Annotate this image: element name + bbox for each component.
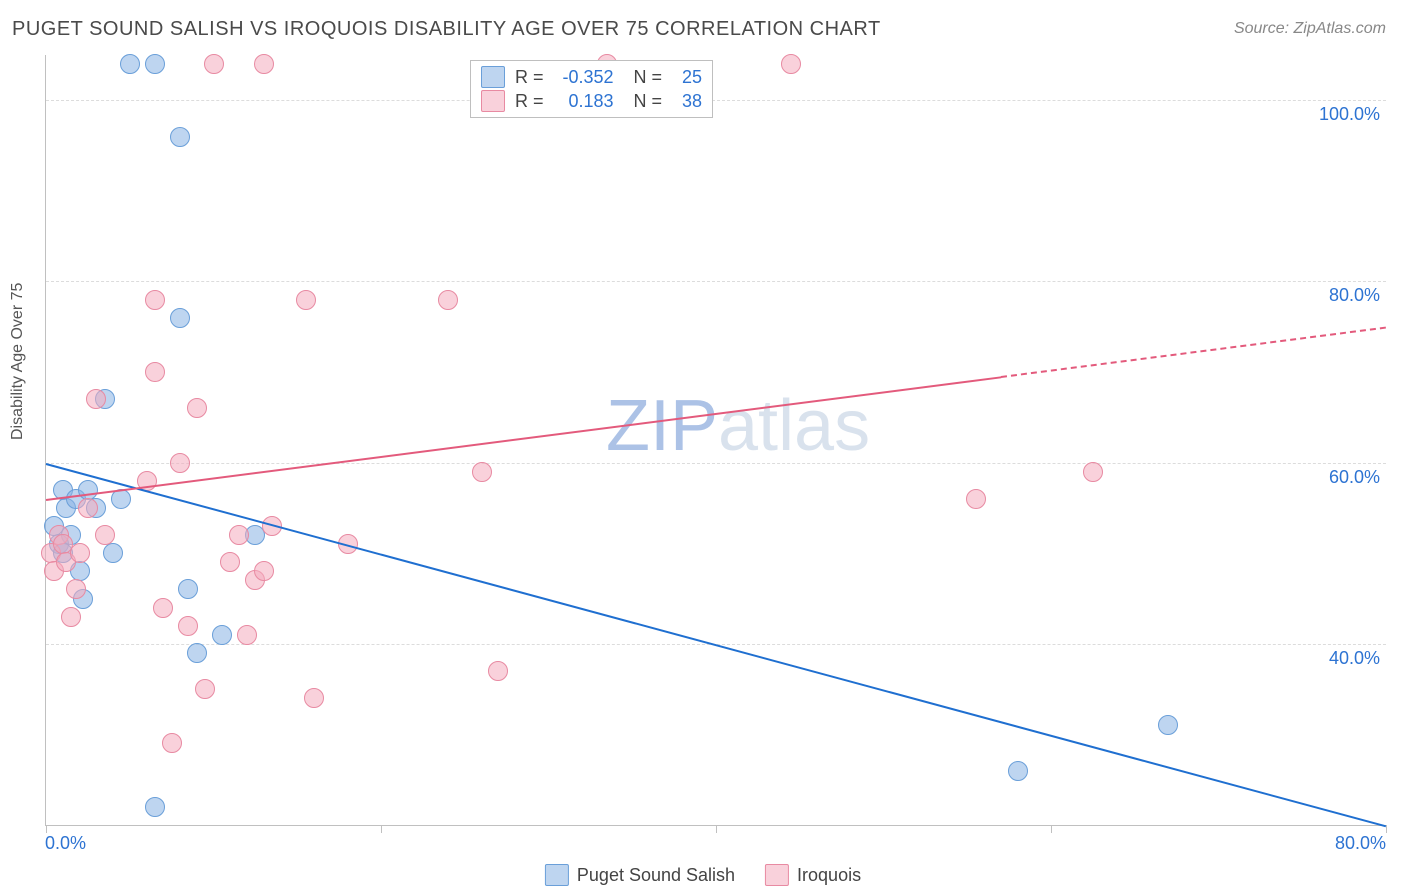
n-label: N = bbox=[634, 65, 663, 89]
y-tick-label: 40.0% bbox=[1300, 648, 1380, 669]
scatter-point bbox=[170, 453, 190, 473]
legend-swatch bbox=[481, 90, 505, 112]
legend-swatch bbox=[545, 864, 569, 886]
x-tick-label: 80.0% bbox=[1335, 833, 1386, 854]
scatter-point bbox=[66, 579, 86, 599]
scatter-point bbox=[178, 616, 198, 636]
scatter-point bbox=[95, 525, 115, 545]
scatter-point bbox=[220, 552, 240, 572]
scatter-point bbox=[488, 661, 508, 681]
regression-line bbox=[46, 376, 1001, 501]
stats-row: R = 0.183 N = 38 bbox=[481, 89, 702, 113]
source-label: Source: ZipAtlas.com bbox=[1234, 20, 1386, 38]
y-axis-label: Disability Age Over 75 bbox=[9, 283, 27, 440]
plot-area: ZIPatlas bbox=[45, 55, 1386, 826]
scatter-point bbox=[195, 679, 215, 699]
scatter-point bbox=[304, 688, 324, 708]
scatter-point bbox=[966, 489, 986, 509]
scatter-point bbox=[145, 362, 165, 382]
x-tick bbox=[1386, 825, 1387, 833]
x-tick bbox=[1051, 825, 1052, 833]
gridline bbox=[46, 100, 1386, 101]
scatter-point bbox=[153, 598, 173, 618]
scatter-point bbox=[78, 498, 98, 518]
scatter-point bbox=[61, 607, 81, 627]
scatter-point bbox=[170, 308, 190, 328]
chart-title: PUGET SOUND SALISH VS IROQUOIS DISABILIT… bbox=[12, 18, 881, 41]
x-tick-label: 0.0% bbox=[45, 833, 86, 854]
scatter-point bbox=[781, 54, 801, 74]
scatter-point bbox=[1083, 462, 1103, 482]
scatter-point bbox=[296, 290, 316, 310]
regression-line bbox=[1001, 327, 1386, 378]
scatter-point bbox=[145, 54, 165, 74]
scatter-point bbox=[254, 54, 274, 74]
scatter-point bbox=[1158, 715, 1178, 735]
r-label: R = bbox=[515, 89, 544, 113]
scatter-point bbox=[187, 643, 207, 663]
regression-line bbox=[46, 463, 1387, 827]
legend-label: Puget Sound Salish bbox=[577, 865, 735, 886]
scatter-point bbox=[120, 54, 140, 74]
x-tick bbox=[381, 825, 382, 833]
scatter-point bbox=[187, 398, 207, 418]
y-tick-label: 60.0% bbox=[1300, 467, 1380, 488]
scatter-point bbox=[1008, 761, 1028, 781]
x-tick bbox=[46, 825, 47, 833]
scatter-point bbox=[86, 389, 106, 409]
scatter-point bbox=[237, 625, 257, 645]
scatter-point bbox=[212, 625, 232, 645]
gridline bbox=[46, 281, 1386, 282]
legend-swatch bbox=[481, 66, 505, 88]
legend-label: Iroquois bbox=[797, 865, 861, 886]
gridline bbox=[46, 463, 1386, 464]
r-value: -0.352 bbox=[554, 65, 614, 89]
stats-box: R = -0.352 N = 25 R = 0.183 N = 38 bbox=[470, 60, 713, 118]
scatter-point bbox=[78, 480, 98, 500]
scatter-point bbox=[70, 543, 90, 563]
scatter-point bbox=[254, 561, 274, 581]
scatter-point bbox=[178, 579, 198, 599]
stats-row: R = -0.352 N = 25 bbox=[481, 65, 702, 89]
n-label: N = bbox=[634, 89, 663, 113]
scatter-point bbox=[204, 54, 224, 74]
scatter-point bbox=[229, 525, 249, 545]
n-value: 25 bbox=[672, 65, 702, 89]
legend: Puget Sound Salish Iroquois bbox=[545, 864, 861, 886]
r-label: R = bbox=[515, 65, 544, 89]
scatter-point bbox=[145, 797, 165, 817]
r-value: 0.183 bbox=[554, 89, 614, 113]
scatter-point bbox=[162, 733, 182, 753]
y-tick-label: 100.0% bbox=[1300, 104, 1380, 125]
scatter-point bbox=[145, 290, 165, 310]
scatter-point bbox=[170, 127, 190, 147]
scatter-point bbox=[438, 290, 458, 310]
n-value: 38 bbox=[672, 89, 702, 113]
y-tick-label: 80.0% bbox=[1300, 285, 1380, 306]
x-tick bbox=[716, 825, 717, 833]
legend-item: Puget Sound Salish bbox=[545, 864, 735, 886]
scatter-point bbox=[103, 543, 123, 563]
legend-swatch bbox=[765, 864, 789, 886]
scatter-point bbox=[472, 462, 492, 482]
legend-item: Iroquois bbox=[765, 864, 861, 886]
